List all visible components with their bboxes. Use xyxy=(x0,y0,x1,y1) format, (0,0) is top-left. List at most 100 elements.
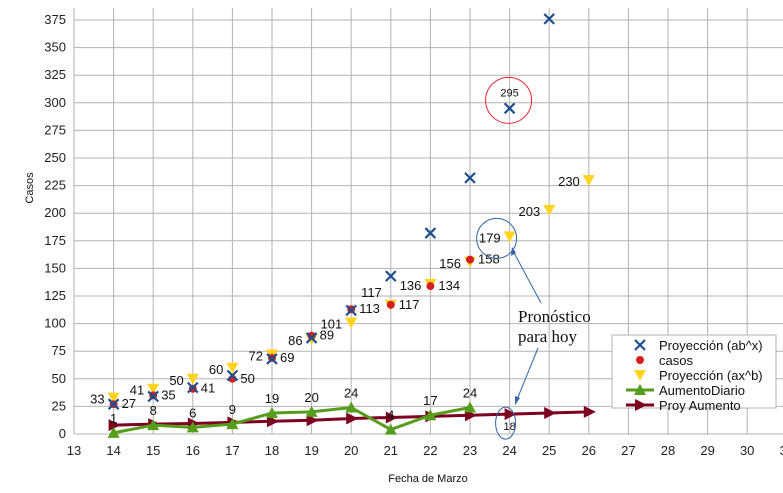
y-tick-label: 100 xyxy=(44,316,66,331)
data-point xyxy=(107,398,120,410)
y-axis-title: Casos xyxy=(24,172,36,204)
highlight-circle-295 xyxy=(485,76,533,124)
x-tick-label: 23 xyxy=(463,443,477,458)
series-aumentodiario: 1 8 6 9 19 20 24 4 17 24 xyxy=(107,386,477,438)
data-point xyxy=(345,317,358,329)
legend-marker xyxy=(634,339,646,351)
data-point xyxy=(386,300,395,309)
data-label: 134 xyxy=(438,278,460,293)
data-point xyxy=(384,423,397,435)
data-label: 6 xyxy=(189,405,196,420)
data-point xyxy=(385,270,397,282)
x-tick-label: 17 xyxy=(225,443,239,458)
data-point xyxy=(503,231,516,243)
data-label: 156 xyxy=(439,256,461,271)
data-label: 203 xyxy=(518,204,540,219)
data-label: 86 xyxy=(288,333,302,348)
legend-label: Proyección (ab^x) xyxy=(659,338,763,353)
y-tick-label: 125 xyxy=(44,288,66,303)
data-point xyxy=(108,419,121,432)
y-tick-label: 275 xyxy=(44,122,66,137)
x-axis-title: Fecha de Marzo xyxy=(388,473,467,485)
data-point xyxy=(147,383,160,395)
x-tick-label: 21 xyxy=(384,443,398,458)
data-label: 69 xyxy=(280,350,294,365)
data-point xyxy=(424,409,437,421)
data-point xyxy=(266,353,278,365)
data-point xyxy=(266,407,278,419)
series-proyecci-n-ax-b-: 33 41 50 60 72 86 101 117 136 156 179 203 230 xyxy=(90,174,595,407)
data-label: 113 xyxy=(359,301,380,316)
data-label: 41 xyxy=(130,383,144,398)
annotations: Pronóstico para hoy xyxy=(476,76,591,440)
series-line xyxy=(113,405,471,435)
data-point xyxy=(226,369,239,382)
data-label: 8 xyxy=(150,403,157,418)
data-label: 179 xyxy=(479,230,501,245)
y-tick-label: 150 xyxy=(44,260,66,275)
data-point xyxy=(345,401,358,413)
data-label: 50 xyxy=(240,371,254,386)
y-tick-label: 75 xyxy=(52,343,66,358)
y-tick-label: 375 xyxy=(44,12,66,27)
highlight-circle-179 xyxy=(476,217,518,259)
data-label: 60 xyxy=(209,362,223,377)
data-point xyxy=(187,381,199,394)
x-tick-label: 14 xyxy=(106,443,120,458)
x-tick-label: 26 xyxy=(582,443,596,458)
data-point xyxy=(147,419,160,431)
data-label: 1 xyxy=(110,411,117,426)
data-point xyxy=(464,172,476,184)
x-tick-label: 22 xyxy=(423,443,437,458)
data-label: 17 xyxy=(423,393,437,408)
data-point xyxy=(346,412,359,425)
data-label: 9 xyxy=(229,402,236,417)
data-point xyxy=(306,414,319,427)
data-point xyxy=(226,418,239,430)
data-point xyxy=(107,426,120,438)
x-tick-label: 16 xyxy=(186,443,200,458)
data-point xyxy=(543,204,556,216)
data-label: 35 xyxy=(161,387,175,402)
y-tick-label: 325 xyxy=(44,67,66,82)
y-tick-label: 50 xyxy=(52,371,66,386)
data-point xyxy=(107,392,120,404)
legend-marker xyxy=(636,356,644,364)
x-tick-label: 13 xyxy=(67,443,81,458)
arrowhead-down xyxy=(515,396,520,405)
data-point xyxy=(345,304,357,317)
legend-label: AumentoDiario xyxy=(659,383,745,398)
x-tick-label: 18 xyxy=(265,443,279,458)
data-label: 20 xyxy=(304,390,318,405)
data-label: 101 xyxy=(320,316,342,331)
data-label: 19 xyxy=(265,391,279,406)
y-tick-label: 300 xyxy=(44,95,66,110)
data-label: 33 xyxy=(90,392,104,407)
x-tick-label: 24 xyxy=(502,443,516,458)
legend-label: Proyección (ax^b) xyxy=(659,368,763,383)
x-tick-label: 20 xyxy=(344,443,358,458)
legend-label: Proy Aumento xyxy=(659,398,741,413)
data-point xyxy=(147,390,159,403)
data-label: 158 xyxy=(478,252,500,267)
data-point xyxy=(583,405,596,418)
legend-item: Proyección (ax^b) xyxy=(634,368,763,383)
data-point xyxy=(464,401,476,413)
annotation-arrow-up xyxy=(511,248,542,304)
legend-marker xyxy=(635,399,647,411)
legend-item: casos xyxy=(636,353,693,368)
data-label: 295 xyxy=(500,87,518,99)
x-tick-label: 25 xyxy=(542,443,556,458)
x-tick-label: 30 xyxy=(740,443,754,458)
y-tick-label: 0 xyxy=(59,426,66,441)
annotation-text-line2: para hoy xyxy=(518,327,578,346)
data-label: 117 xyxy=(399,297,420,312)
highlight-ellipse-18 xyxy=(495,406,517,440)
data-point xyxy=(305,405,318,417)
x-tick-label: 15 xyxy=(146,443,160,458)
